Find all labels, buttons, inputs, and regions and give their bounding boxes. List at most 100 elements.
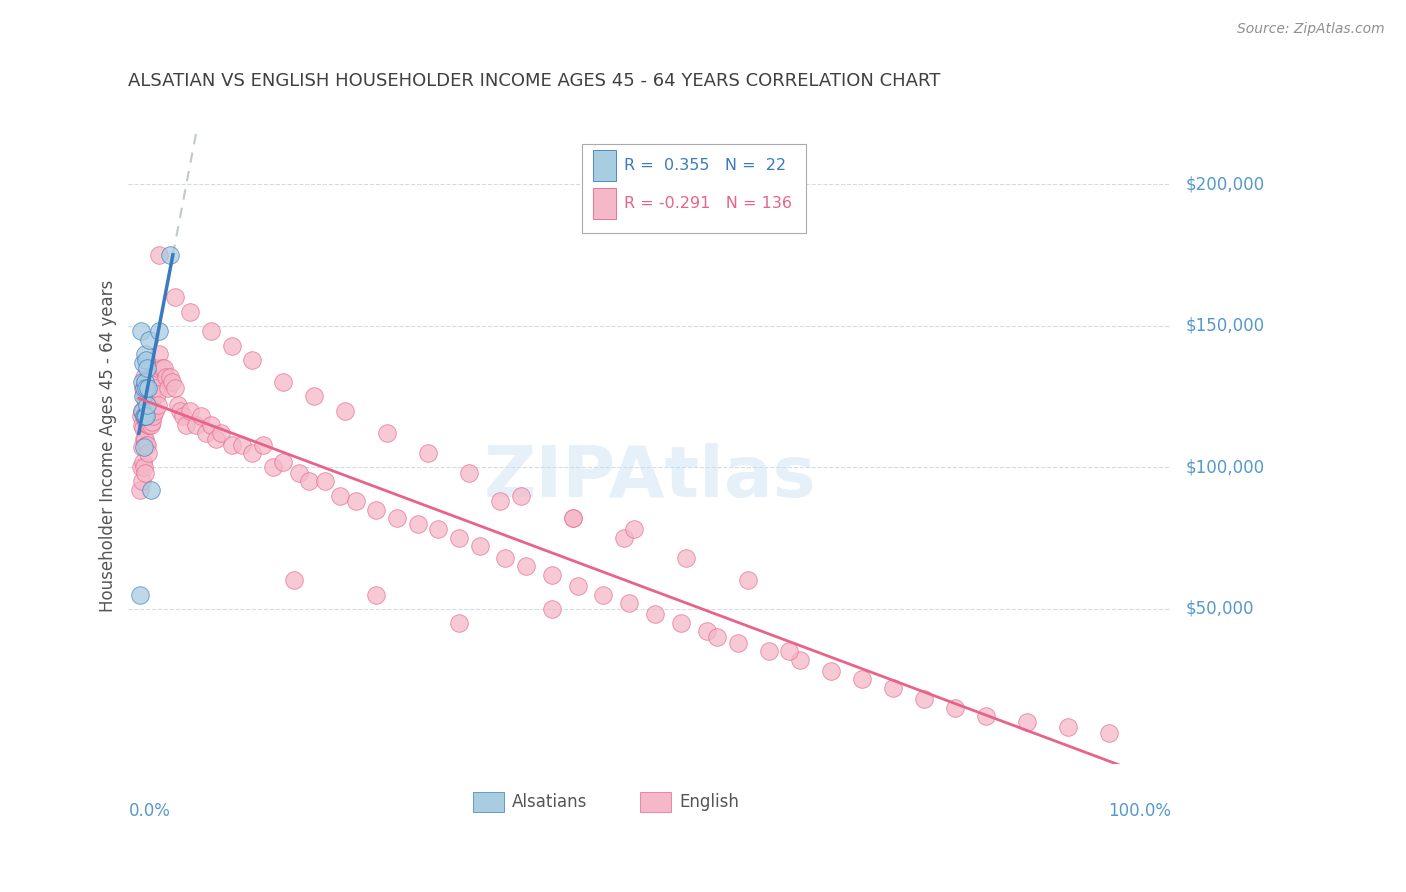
Point (134, 347, 156, 361)
Point (283, 574, 305, 588)
Point (209, 426, 232, 441)
Point (135, 352, 157, 367)
Point (273, 454, 295, 468)
Point (134, 409, 156, 424)
Point (366, 588, 388, 602)
Point (447, 615, 470, 630)
Point (136, 437, 159, 451)
Point (142, 409, 165, 424)
Point (132, 369, 155, 384)
Point (298, 475, 321, 489)
Point (179, 304, 201, 318)
Point (131, 441, 153, 455)
Text: ALSATIAN VS ENGLISH HOUSEHOLDER INCOME AGES 45 - 64 YEARS CORRELATION CHART: ALSATIAN VS ENGLISH HOUSEHOLDER INCOME A… (128, 71, 941, 89)
Point (427, 523, 450, 537)
Point (200, 417, 222, 432)
Point (366, 502, 388, 516)
Point (619, 596, 641, 610)
Point (882, 681, 904, 695)
Point (458, 466, 481, 480)
Point (129, 325, 152, 339)
Point (136, 417, 159, 432)
Point (163, 290, 186, 304)
Point (136, 376, 159, 390)
Point (329, 489, 352, 503)
Point (567, 579, 589, 593)
Point (1057, 721, 1080, 735)
Point (159, 248, 181, 262)
Point (141, 415, 163, 429)
Point (163, 381, 186, 395)
Point (148, 347, 170, 361)
Point (132, 381, 155, 395)
Point (385, 511, 408, 525)
Point (136, 381, 159, 395)
Text: $100,000: $100,000 (1185, 458, 1264, 476)
Point (141, 376, 163, 390)
Point (644, 607, 666, 622)
Point (128, 588, 150, 602)
Bar (592, 188, 616, 219)
Point (136, 392, 159, 407)
Y-axis label: Householder Income Ages 45 - 64 years: Householder Income Ages 45 - 64 years (100, 280, 117, 612)
Point (159, 369, 181, 384)
Point (136, 381, 159, 395)
Point (134, 392, 156, 407)
Point (131, 403, 153, 417)
Point (160, 376, 183, 390)
Point (132, 432, 155, 446)
Text: $50,000: $50,000 (1185, 599, 1254, 617)
Point (515, 559, 537, 574)
Point (141, 483, 163, 497)
Point (172, 409, 194, 424)
Text: $200,000: $200,000 (1185, 176, 1264, 194)
Point (152, 361, 174, 376)
Point (727, 635, 749, 649)
Point (139, 381, 162, 395)
Text: $150,000: $150,000 (1185, 317, 1264, 334)
Point (136, 398, 159, 412)
Point (135, 381, 157, 395)
Point (200, 325, 222, 339)
Point (179, 403, 201, 417)
Point (132, 386, 155, 401)
Bar (582, 144, 807, 233)
Point (974, 709, 997, 723)
Point (447, 531, 470, 545)
Point (131, 475, 153, 489)
Point (128, 483, 150, 497)
Point (135, 398, 157, 412)
Point (141, 392, 163, 407)
Point (141, 417, 163, 432)
Point (375, 426, 398, 441)
Text: 0.0%: 0.0% (128, 803, 170, 821)
Text: R =  0.355   N =  22: R = 0.355 N = 22 (624, 158, 786, 173)
Point (142, 381, 165, 395)
Point (242, 352, 264, 367)
Point (134, 466, 156, 480)
Point (141, 369, 163, 384)
Text: Source: ZipAtlas.com: Source: ZipAtlas.com (1237, 22, 1385, 37)
Point (406, 516, 429, 531)
Point (242, 446, 264, 460)
Point (494, 550, 516, 565)
Point (221, 338, 243, 352)
Point (468, 540, 491, 554)
Point (592, 588, 614, 602)
Point (132, 403, 155, 417)
Point (190, 409, 212, 424)
Point (1098, 726, 1121, 740)
Point (136, 409, 159, 424)
Point (134, 409, 156, 424)
Point (131, 417, 153, 432)
Point (138, 417, 160, 432)
Point (304, 389, 326, 403)
Point (134, 376, 156, 390)
Point (789, 652, 811, 666)
Point (132, 389, 155, 403)
Point (132, 355, 155, 369)
Point (136, 361, 159, 376)
Point (541, 601, 564, 615)
Point (146, 386, 169, 401)
Point (176, 417, 198, 432)
